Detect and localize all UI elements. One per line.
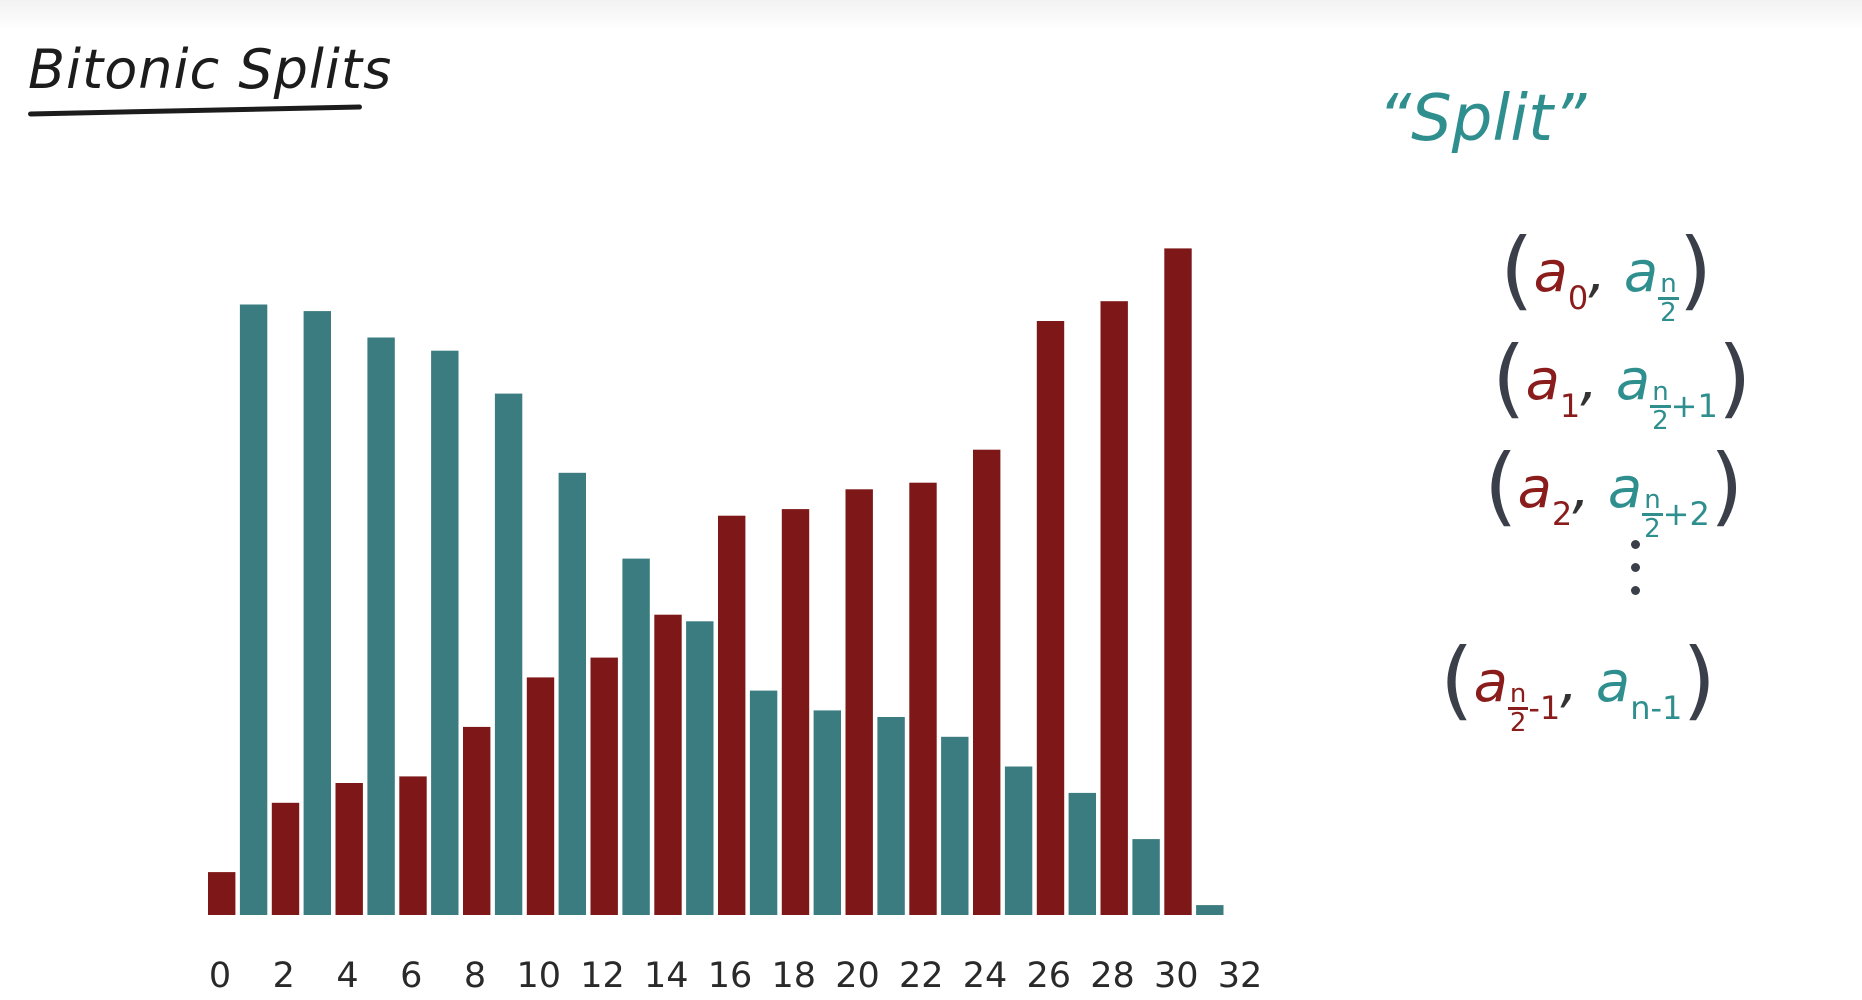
vertical-ellipsis [1631, 540, 1641, 595]
bar-x16 [718, 515, 746, 915]
x-tick-label: 6 [400, 956, 422, 996]
bar-x7 [431, 350, 459, 915]
bar-x17 [749, 690, 778, 915]
bar-x22 [909, 482, 937, 915]
bar-x21 [877, 717, 905, 915]
x-tick-label: 18 [772, 956, 817, 996]
close-paren: ) [1709, 436, 1744, 536]
bar-x20 [845, 489, 873, 915]
x-tick-label: 28 [1090, 956, 1135, 996]
open-paren: ( [1500, 220, 1534, 320]
split-label: “Split” [1378, 82, 1587, 156]
open-paren: ( [1484, 436, 1518, 536]
bar-x24 [973, 449, 1001, 915]
x-tick-label: 2 [273, 956, 295, 996]
pair-left-sub: 2 [1551, 495, 1573, 533]
pair-right-sub: n-1 [1630, 689, 1683, 727]
pair-2: (a2, a n 2 +2) [1484, 436, 1744, 544]
pair-right-var: a [1615, 348, 1651, 413]
x-tick-label: 20 [835, 956, 880, 996]
bar-x27 [1068, 792, 1096, 915]
dot [1631, 586, 1640, 595]
pair-right-tail: +2 [1662, 495, 1710, 533]
pair-left-var: a [1517, 456, 1552, 521]
x-tick-label: 32 [1218, 956, 1263, 996]
top-bar [0, 0, 1862, 30]
close-paren: ) [1717, 328, 1752, 428]
dot [1631, 563, 1640, 572]
dot [1631, 540, 1640, 549]
x-tick-label: 4 [336, 956, 358, 996]
x-tick-labels: 0 2 4 6 8 10 12 14 16 18 20 22 24 26 28 30 32 [209, 956, 1262, 996]
bar-x2 [271, 802, 300, 915]
bar-x30 [1164, 248, 1192, 915]
pair-left-var: a [1473, 650, 1508, 715]
open-paren: ( [1440, 630, 1474, 730]
bar-x5 [367, 337, 395, 915]
pair-1: (a1, a n 2 +1) [1492, 328, 1752, 436]
bar-x9 [494, 393, 523, 916]
bar-x10 [526, 677, 555, 915]
bar-x12 [590, 657, 618, 915]
bar-x6 [399, 776, 427, 915]
x-tick-label: 10 [517, 956, 562, 996]
bars-group [208, 248, 1224, 916]
bar-x31 [1196, 905, 1224, 915]
page-title: Bitonic Splits [28, 38, 393, 101]
bar-x4 [335, 783, 363, 915]
bar-x18 [781, 509, 810, 915]
bar-x8 [463, 726, 491, 915]
pair-left-tail: -1 [1528, 689, 1561, 727]
pair-left-var: a [1525, 348, 1560, 413]
pair-left-sub: 0 [1567, 279, 1589, 317]
x-tick-label: 0 [209, 956, 231, 996]
pair-left-sub: 1 [1559, 387, 1581, 425]
bar-x29 [1132, 839, 1160, 915]
bar-x26 [1036, 321, 1065, 915]
pair-left-var: a [1533, 240, 1568, 305]
open-paren: ( [1492, 328, 1526, 428]
x-tick-label: 26 [1027, 956, 1072, 996]
x-tick-label: 8 [464, 956, 486, 996]
bar-x23 [941, 736, 969, 915]
bar-x13 [622, 558, 650, 915]
x-tick-label: 14 [644, 956, 689, 996]
bar-x3 [303, 311, 331, 916]
pair-right-var: a [1623, 240, 1659, 305]
pair-right-var: a [1595, 650, 1631, 715]
bar-x0 [208, 872, 236, 915]
x-tick-label: 30 [1154, 956, 1199, 996]
bar-x19 [813, 710, 841, 915]
bar-x11 [558, 472, 586, 915]
pair-0: (a0, a n 2) [1500, 220, 1713, 328]
x-tick-label: 22 [899, 956, 944, 996]
pair-right-tail: +1 [1670, 387, 1718, 425]
x-tick-label: 12 [580, 956, 625, 996]
x-tick-label: 24 [963, 956, 1008, 996]
pair-right-var: a [1607, 456, 1643, 521]
bar-x25 [1004, 766, 1033, 915]
bar-x15 [686, 621, 714, 915]
bar-x14 [654, 614, 682, 915]
close-paren: ) [1678, 220, 1713, 320]
bar-x28 [1100, 301, 1128, 915]
close-paren: ) [1682, 630, 1716, 730]
pair-last: (a n 2 -1, an-1) [1440, 630, 1716, 738]
x-tick-label: 16 [708, 956, 753, 996]
bar-x1 [239, 304, 268, 915]
